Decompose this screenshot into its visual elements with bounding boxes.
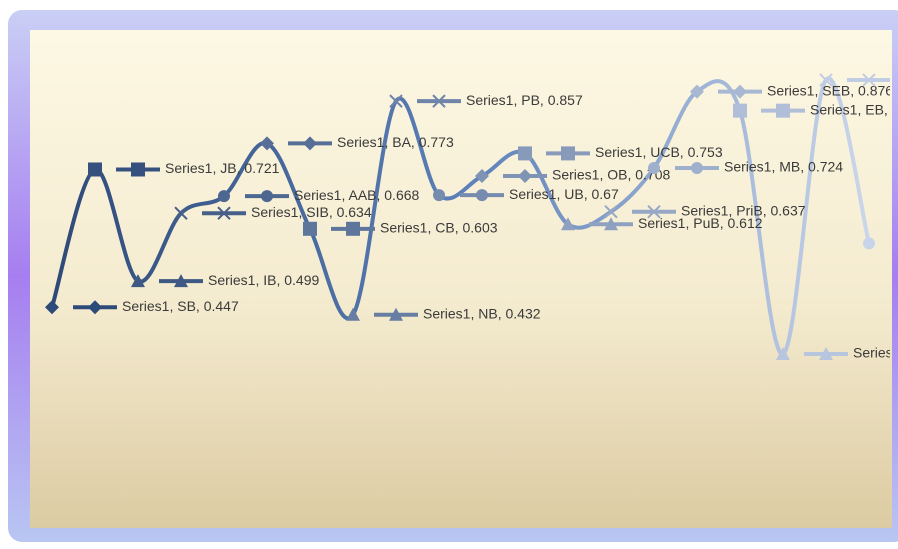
data-label: Series1, MB, 0.724 bbox=[724, 159, 843, 175]
data-point bbox=[174, 206, 188, 220]
data-point bbox=[648, 161, 660, 174]
label-key-marker bbox=[733, 84, 747, 99]
label-key-marker bbox=[647, 205, 661, 219]
data-label: Series1, ABB, 0.354 bbox=[853, 345, 898, 361]
label-key-marker bbox=[389, 307, 403, 321]
data-point bbox=[346, 307, 360, 321]
label-key-marker bbox=[604, 217, 618, 231]
label-key-marker bbox=[217, 206, 231, 220]
data-point bbox=[45, 300, 59, 315]
plot: Series1, SB, 0.447 Series1, JB, 0.721 Seri… bbox=[45, 73, 898, 361]
data-point bbox=[733, 103, 747, 118]
plot-area bbox=[30, 30, 892, 528]
data-point bbox=[303, 221, 317, 236]
data-label: Series1, SB, 0.447 bbox=[122, 298, 239, 314]
label-key-marker bbox=[88, 300, 102, 315]
data-label: Series1, PuB, 0.612 bbox=[638, 215, 763, 231]
data-point bbox=[260, 136, 274, 151]
label-key-marker bbox=[691, 161, 703, 174]
label-key-marker bbox=[518, 169, 532, 184]
label-key-marker bbox=[819, 347, 833, 360]
data-label: Series1, PriB, 0.637 bbox=[681, 202, 806, 218]
label-key-marker bbox=[174, 274, 188, 288]
data-point bbox=[218, 190, 230, 203]
data-point bbox=[690, 84, 704, 99]
data-label: Series1, OB, 0.708 bbox=[552, 167, 671, 183]
data-label: Series1, SIB, 0.634 bbox=[251, 204, 372, 220]
data-point bbox=[131, 274, 145, 288]
data-label: Series1, UCB, 0.753 bbox=[595, 144, 723, 160]
data-label: Series1, JB, 0.721 bbox=[165, 160, 280, 176]
label-key-marker bbox=[432, 94, 446, 108]
data-point bbox=[518, 146, 532, 161]
label-key-marker bbox=[776, 103, 790, 118]
data-label: Series1, UB, 0.67 bbox=[509, 186, 619, 202]
data-label: Series1, IB, 0.499 bbox=[208, 272, 320, 288]
label-key-marker bbox=[346, 221, 360, 236]
data-point bbox=[819, 73, 833, 87]
label-key-marker bbox=[476, 189, 488, 202]
data-point bbox=[88, 162, 102, 177]
data-point bbox=[561, 217, 575, 231]
data-point bbox=[776, 347, 790, 360]
data-point bbox=[604, 205, 618, 219]
data-label: Series1, PB, 0.857 bbox=[466, 92, 583, 108]
label-key-marker bbox=[561, 146, 575, 161]
data-point bbox=[389, 94, 403, 108]
data-point bbox=[433, 189, 445, 202]
label-key-marker bbox=[303, 136, 317, 151]
data-point bbox=[475, 169, 489, 184]
label-key-marker bbox=[862, 73, 876, 87]
data-label: Series1, AAB, 0.668 bbox=[294, 187, 420, 203]
data-label: Series1, BA, 0.773 bbox=[337, 134, 454, 150]
data-point bbox=[863, 237, 875, 250]
data-label: Series1, SEB, 0.876 bbox=[767, 82, 893, 98]
data-label: Series1, EB, 0.838 bbox=[810, 101, 898, 117]
data-label: Series1, CB, 0.603 bbox=[380, 220, 498, 236]
data-label: Series1, NB, 0.432 bbox=[423, 305, 541, 321]
label-key-marker bbox=[261, 190, 273, 203]
label-key-marker bbox=[131, 162, 145, 177]
